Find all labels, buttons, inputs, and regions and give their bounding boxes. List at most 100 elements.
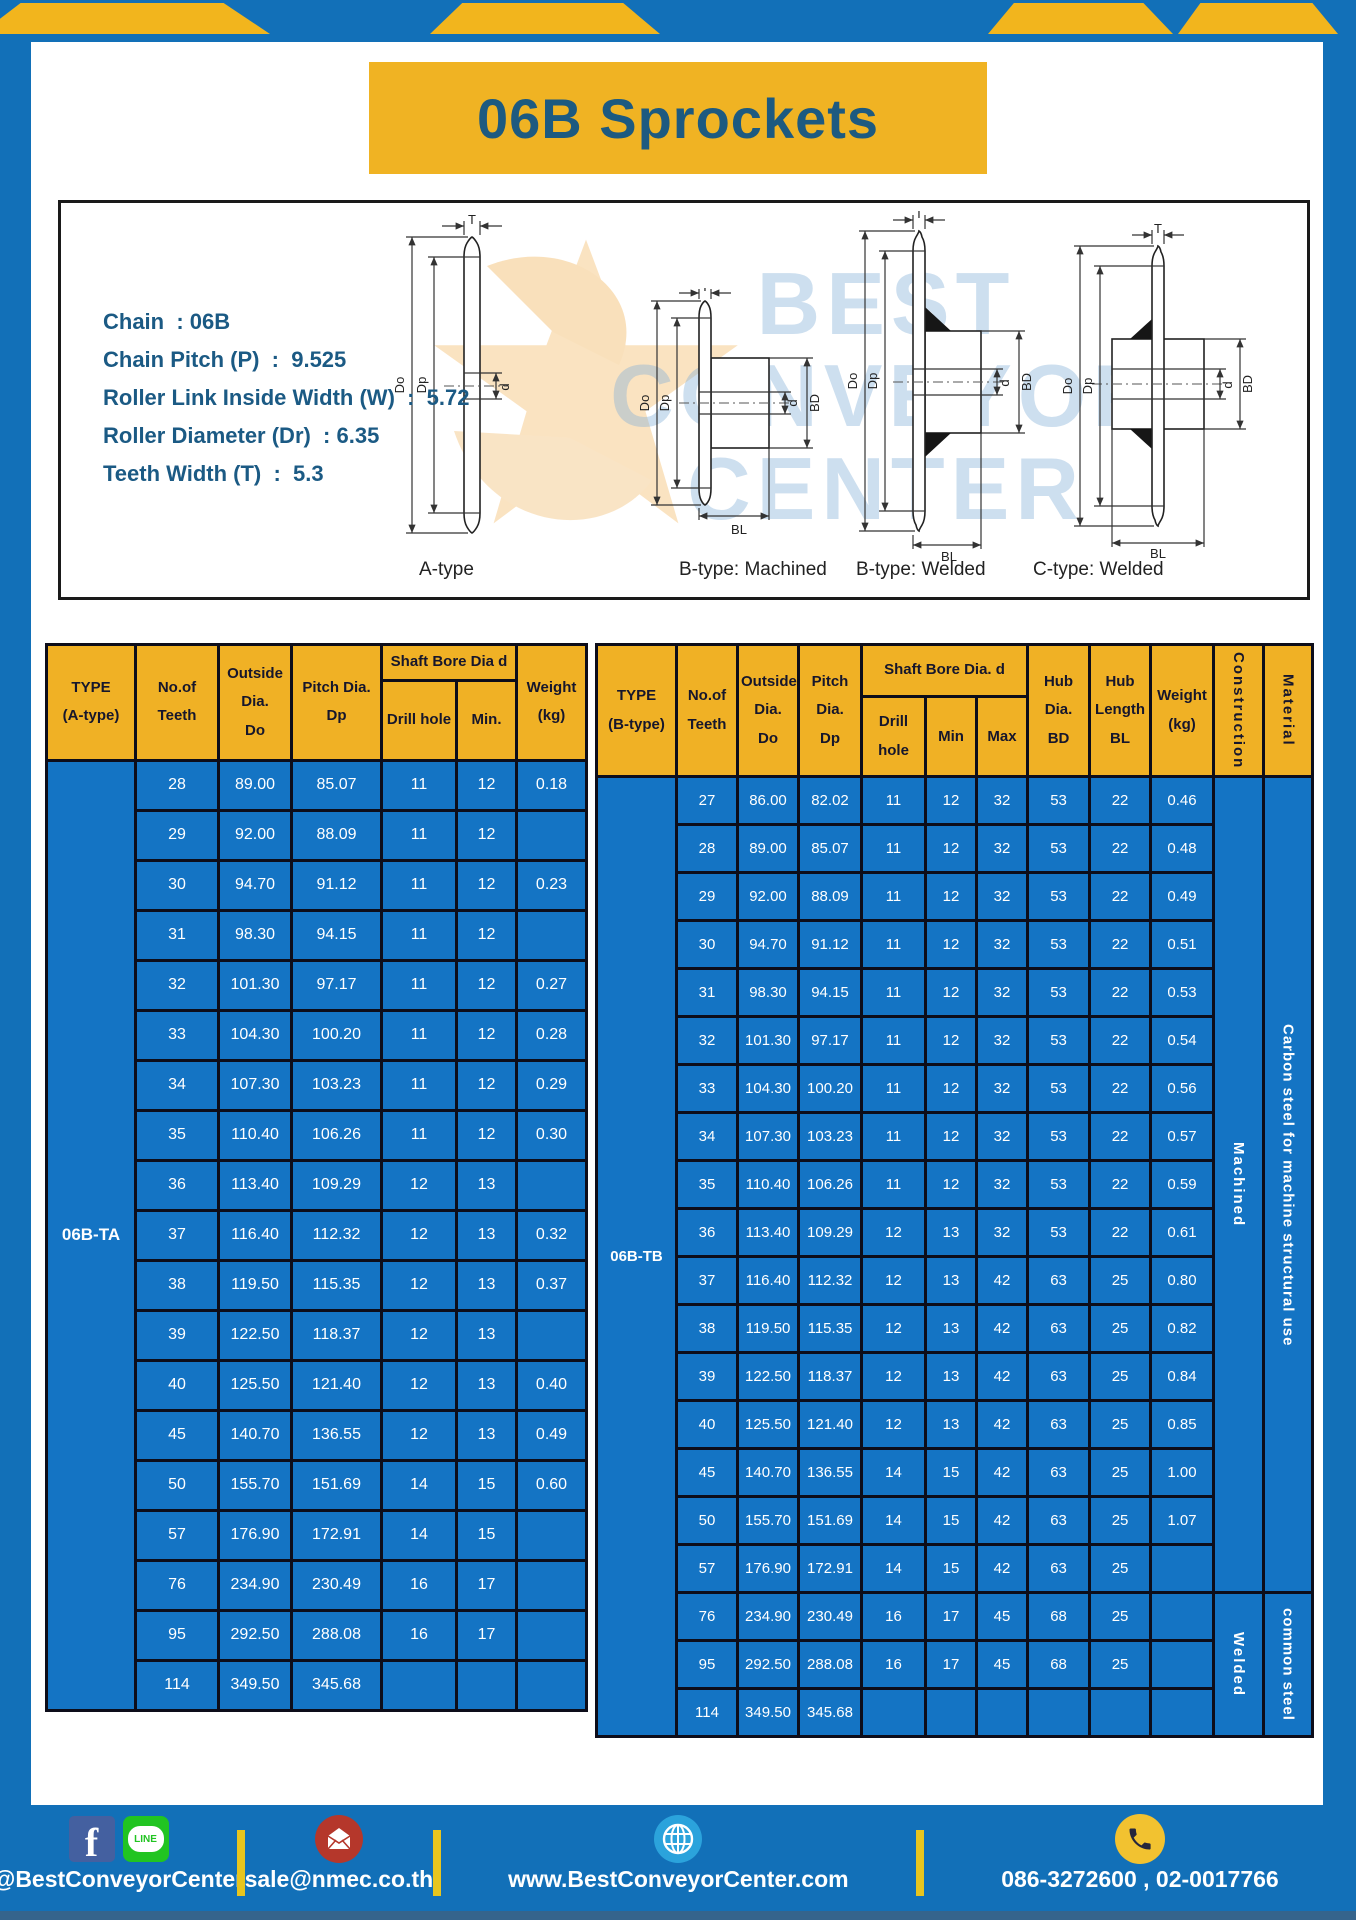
stripe-decoration	[988, 3, 1173, 34]
col-header-pitch-dia: Pitch Dia. Dp	[797, 642, 863, 779]
table-cell: 30	[675, 919, 739, 971]
footer-contact-bar: f LINE @BestConveyorCenter sale@nmec.co.…	[0, 1805, 1356, 1920]
table-cell: 42	[974, 1543, 1030, 1595]
table-cell: 40	[675, 1399, 739, 1451]
table-cell: 14	[380, 1458, 458, 1512]
table-cell: 94.70	[217, 858, 293, 912]
table-cell: 34	[134, 1058, 220, 1112]
table-cell: 85.07	[290, 758, 383, 812]
table-cell: 13	[455, 1408, 518, 1462]
table-cell: 32	[974, 775, 1030, 827]
table-cell: 68	[1026, 1591, 1092, 1643]
table-cell: 63	[1026, 1495, 1092, 1547]
table-cell: 22	[1088, 823, 1153, 875]
table-cell: 25	[1088, 1303, 1153, 1355]
svg-text:BD: BD	[807, 394, 822, 412]
phone-icon[interactable]	[1114, 1814, 1165, 1864]
col-header-hub-length: Hub Length BL	[1088, 642, 1153, 779]
footer-website-group[interactable]: www.BestConveyorCenter.com	[441, 1805, 916, 1920]
table-cell	[860, 1687, 927, 1739]
footer-divider	[237, 1829, 245, 1896]
table-cell	[1026, 1687, 1092, 1739]
table-cell: 12	[924, 1015, 978, 1067]
table-cell: 109.29	[797, 1207, 863, 1259]
phone-numbers-text[interactable]: 086-3272600 , 02-0017766	[1001, 1866, 1279, 1892]
table-cell: 42	[974, 1495, 1030, 1547]
table-cell: 0.40	[515, 1358, 588, 1412]
table-cell: 68	[1026, 1639, 1092, 1691]
table-row: 29 92.00 88.09 11 12	[47, 808, 588, 862]
diagram-caption-c-welded: C-type: Welded	[1033, 559, 1164, 580]
table-cell: 118.37	[797, 1351, 863, 1403]
table-cell: 32	[974, 1063, 1030, 1115]
table-cell: 288.08	[797, 1639, 863, 1691]
table-cell: 11	[860, 871, 927, 923]
globe-icon[interactable]	[654, 1815, 703, 1863]
footer-email-group[interactable]: sale@nmec.co.th	[245, 1805, 433, 1920]
table-row: 30 94.70 91.12 11 12 0.23	[47, 858, 588, 912]
table-cell: 33	[134, 1008, 220, 1062]
table-cell: 12	[924, 1111, 978, 1163]
table-cell: 34	[675, 1111, 739, 1163]
mail-icon[interactable]	[314, 1815, 363, 1863]
table-cell: 1.00	[1149, 1447, 1216, 1499]
social-handle-text[interactable]: @BestConveyorCenter	[0, 1866, 245, 1892]
email-text[interactable]: sale@nmec.co.th	[244, 1866, 434, 1892]
footer-phone-group[interactable]: 086-3272600 , 02-0017766	[924, 1805, 1356, 1920]
table-row: 37 116.40 112.32 12 13 0.32	[47, 1208, 588, 1262]
footer-divider	[916, 1829, 924, 1896]
table-row: 37 116.40 112.32 12 13 42 63 25 0.80	[597, 1255, 1313, 1307]
table-cell: 12	[860, 1351, 927, 1403]
svg-text:Do: Do	[845, 373, 860, 390]
line-icon[interactable]: LINE	[122, 1816, 169, 1862]
diagram-caption-b-machined: B-type: Machined	[679, 559, 827, 580]
table-cell: 0.80	[1149, 1255, 1216, 1307]
table-cell: 63	[1026, 1303, 1092, 1355]
title-banner: 06B Sprockets	[369, 62, 987, 174]
facebook-icon[interactable]: f	[68, 1816, 115, 1863]
table-cell: 12	[924, 823, 978, 875]
watermark-logo-shape	[434, 239, 738, 524]
table-cell: 31	[675, 967, 739, 1019]
table-cell: 119.50	[736, 1303, 800, 1355]
table-cell	[1149, 1639, 1216, 1691]
table-cell	[1149, 1591, 1216, 1643]
table-cell: 32	[675, 1015, 739, 1067]
table-cell: 0.56	[1149, 1063, 1216, 1115]
table-cell: 11	[380, 1108, 458, 1162]
table-cell: 36	[134, 1158, 220, 1212]
website-text[interactable]: www.BestConveyorCenter.com	[508, 1866, 849, 1892]
col-header-shaft-bore: Shaft Bore Dia d	[380, 643, 518, 682]
table-cell: 53	[1026, 1207, 1092, 1259]
table-cell: 12	[924, 871, 978, 923]
table-cell: 11	[860, 775, 927, 827]
table-cell: 115.35	[290, 1258, 383, 1312]
material-cell: Carbon steel for machine structural use	[1262, 775, 1315, 1595]
table-cell	[455, 1658, 518, 1712]
top-decorative-bar	[0, 0, 1356, 42]
stripe-decoration	[1178, 3, 1338, 34]
table-cell: 40	[134, 1358, 220, 1412]
table-cell: 113.40	[217, 1158, 293, 1212]
table-cell: 13	[924, 1255, 978, 1307]
table-cell: 0.23	[515, 858, 588, 912]
table-cell: 14	[860, 1495, 927, 1547]
table-cell: 12	[455, 758, 518, 812]
table-cell: 0.48	[1149, 823, 1216, 875]
table-cell: 42	[974, 1351, 1030, 1403]
table-cell: 11	[380, 1058, 458, 1112]
table-cell: 176.90	[217, 1508, 293, 1562]
table-cell: 29	[675, 871, 739, 923]
footer-bottom-strip	[0, 1911, 1356, 1920]
table-cell: 103.23	[290, 1058, 383, 1112]
table-cell: 121.40	[797, 1399, 863, 1451]
table-row: 57 176.90 172.91 14 15	[47, 1508, 588, 1562]
table-cell: 12	[380, 1258, 458, 1312]
table-cell: 100.20	[290, 1008, 383, 1062]
table-row: 76 234.90 230.49 16 17 45 68 25 Welded common ste…	[597, 1591, 1315, 1739]
table-row: 39 122.50 118.37 12 13	[47, 1308, 588, 1362]
table-cell: 0.85	[1149, 1399, 1216, 1451]
table-row: 32 101.30 97.17 11 12 32 53 22 0.54	[597, 1015, 1313, 1067]
stripe-decoration	[0, 3, 270, 34]
footer-social-group[interactable]: f LINE @BestConveyorCenter	[0, 1805, 244, 1920]
